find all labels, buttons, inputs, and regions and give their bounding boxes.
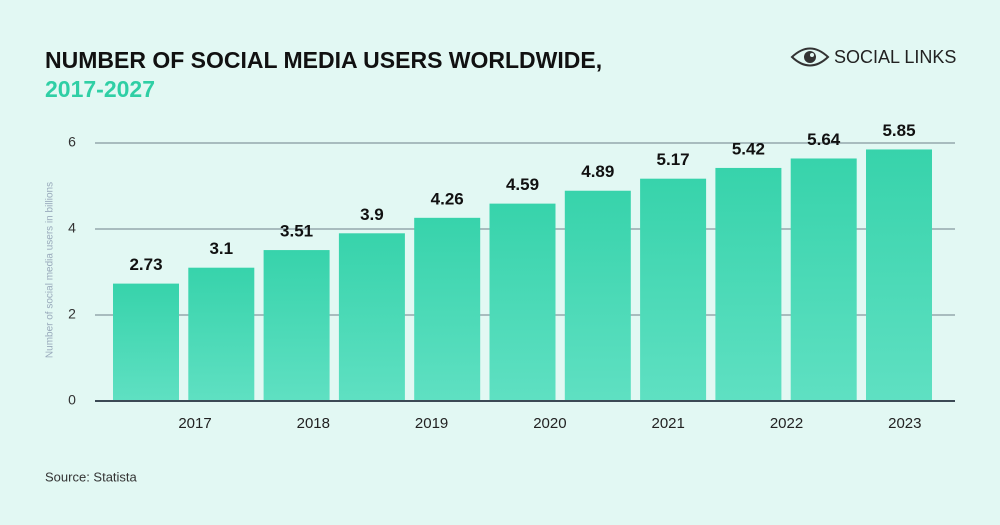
bar (338, 233, 405, 401)
value-label: 3.1 (209, 239, 233, 258)
value-label: 2.73 (129, 255, 162, 274)
bar (489, 203, 556, 401)
brand-logo (790, 47, 830, 67)
x-tick-label: 2020 (533, 415, 566, 432)
bar (414, 217, 481, 401)
bar (790, 158, 857, 401)
chart-subtitle: 2017-2027 (45, 76, 155, 102)
bar (188, 267, 255, 401)
bar (564, 190, 631, 401)
x-tick-label: 2023 (888, 415, 921, 432)
chart-title: NUMBER OF SOCIAL MEDIA USERS WORLDWIDE, (45, 47, 602, 73)
value-label: 5.17 (657, 150, 690, 169)
value-label: 4.59 (506, 175, 539, 194)
x-tick-label: 2019 (415, 415, 448, 432)
value-label: 5.85 (882, 121, 915, 140)
bar (640, 178, 707, 401)
value-label: 5.42 (732, 139, 765, 158)
value-label: 4.89 (581, 162, 614, 181)
bar (263, 250, 330, 401)
x-tick-label: 2021 (652, 415, 685, 432)
x-tick-label: 2017 (178, 415, 211, 432)
y-tick-label: 2 (68, 306, 76, 322)
y-axis-label: Number of social media users in billions (45, 182, 56, 358)
value-label: 4.26 (431, 189, 464, 208)
bar (866, 149, 932, 401)
y-tick-label: 0 (68, 392, 76, 408)
bar (715, 167, 782, 401)
y-tick-label: 6 (68, 134, 76, 150)
bar (113, 283, 179, 401)
value-label: 5.64 (807, 130, 841, 149)
x-tick-label: 2018 (297, 415, 330, 432)
value-label: 3.51 (280, 222, 313, 241)
source: Source: Statista (45, 469, 138, 484)
brand: SOCIAL LINKS (834, 47, 956, 67)
y-tick-label: 4 (68, 220, 76, 236)
x-tick-label: 2022 (770, 415, 803, 432)
value-label: 3.9 (360, 205, 384, 224)
